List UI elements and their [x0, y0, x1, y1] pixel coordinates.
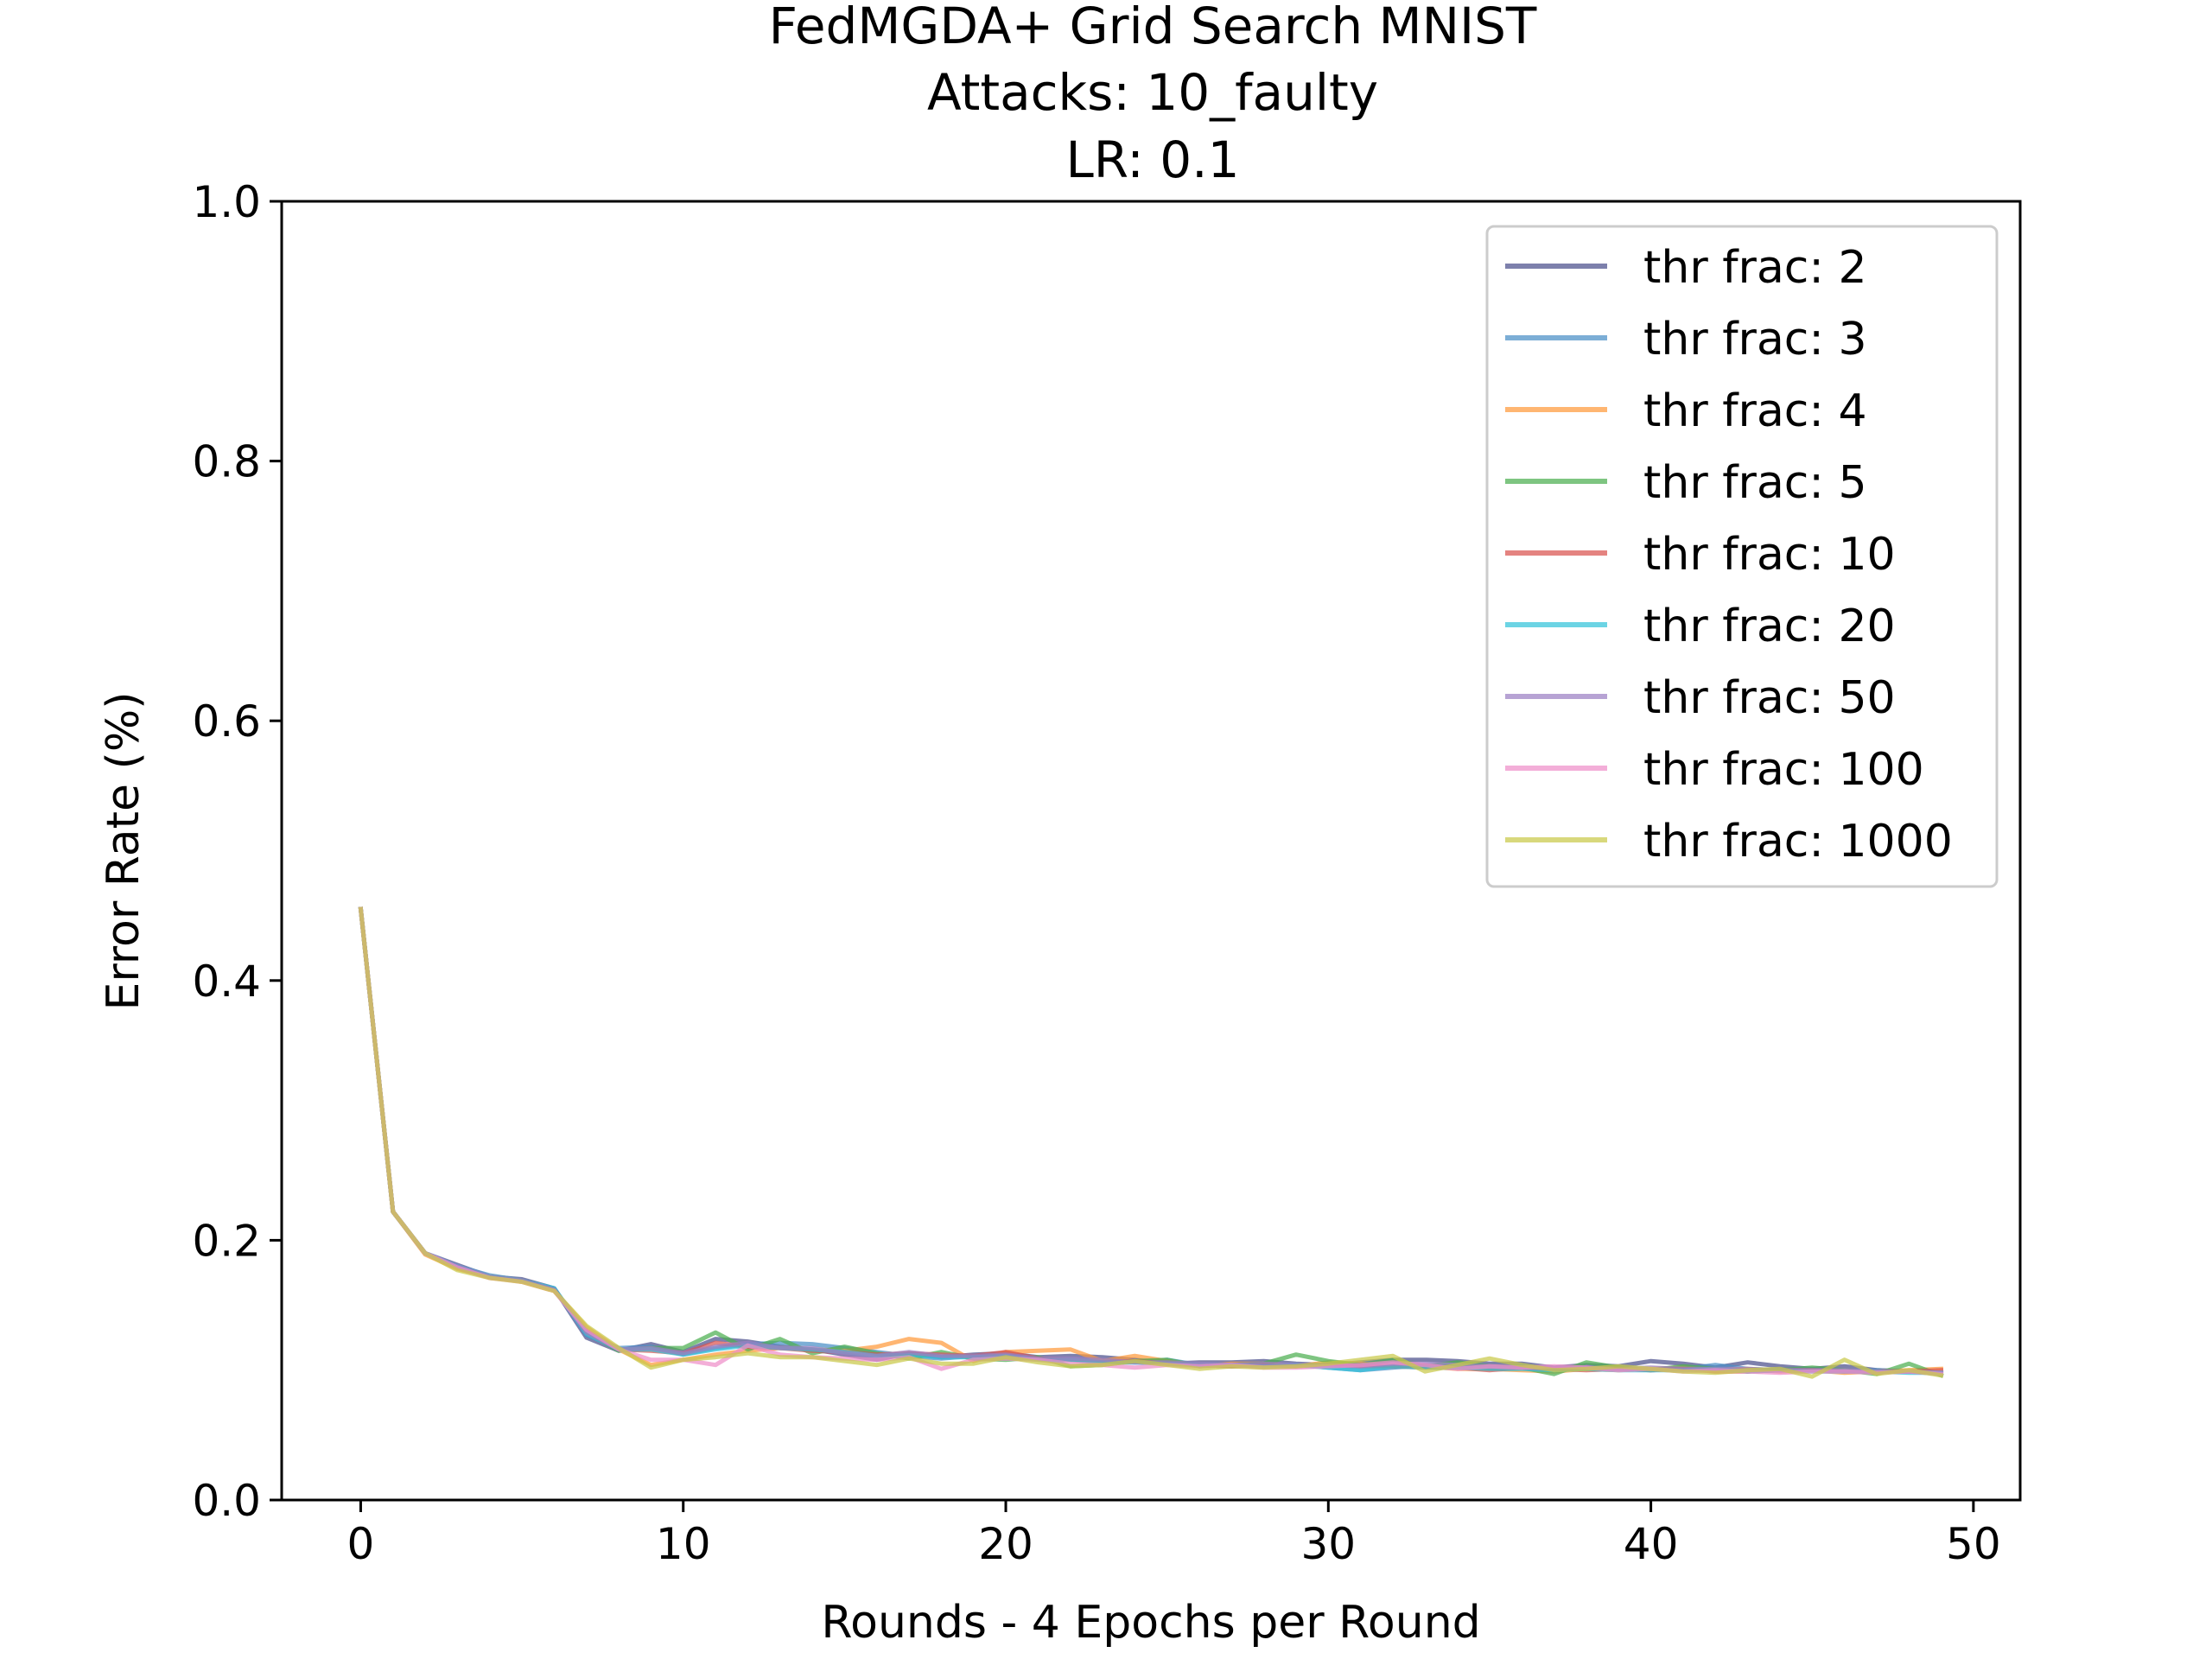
- series-line-7: [358, 906, 1944, 1376]
- x-tick-label: 30: [1300, 1519, 1356, 1569]
- x-tick-label: 50: [1946, 1519, 2001, 1569]
- plot-frame: [280, 200, 2022, 1502]
- legend-label-5: thr frac: 20: [1643, 601, 1896, 652]
- y-tick-label: 0.8: [192, 437, 261, 487]
- title-line-2: Attacks: 10_faulty: [927, 63, 1378, 122]
- title-line-1: FedMGDA+ Grid Search MNIST: [769, 0, 1537, 55]
- title-line-3: LR: 0.1: [1065, 130, 1239, 189]
- legend-box: [1485, 225, 1999, 888]
- y-tick-label: 0.4: [192, 957, 261, 1007]
- series-line-1: [358, 906, 1944, 1376]
- series-line-5: [358, 906, 1943, 1376]
- legend-label-4: thr frac: 10: [1643, 529, 1896, 581]
- legend-label-6: thr frac: 50: [1643, 672, 1896, 724]
- chart-title: FedMGDA+ Grid Search MNIST Attacks: 10_f…: [769, 0, 1537, 189]
- legend-label-0: thr frac: 2: [1643, 242, 1867, 294]
- series-line-2: [358, 906, 1944, 1376]
- y-tick-label: 1.0: [192, 177, 261, 227]
- series-lines: [358, 906, 1944, 1379]
- y-tick-label: 0.0: [192, 1476, 261, 1526]
- y-axis-label: Error Rate (%): [98, 691, 149, 1010]
- series-line-8: [358, 906, 1944, 1379]
- legend-label-1: thr frac: 3: [1643, 314, 1867, 365]
- y-tick-label: 0.6: [192, 696, 261, 747]
- legend: thr frac: 2 thr frac: 3 thr frac: 4 thr fra…: [1485, 225, 1999, 888]
- x-tick-label: 40: [1624, 1519, 1679, 1569]
- x-tick-label: 0: [347, 1519, 375, 1569]
- legend-label-7: thr frac: 100: [1643, 744, 1924, 796]
- x-tick-label: 20: [978, 1519, 1033, 1569]
- series-line-4: [358, 906, 1944, 1374]
- y-axis-ticks: 0.0 0.2 0.4 0.6 0.8 1.0: [192, 177, 282, 1526]
- legend-label-8: thr frac: 1000: [1643, 816, 1953, 868]
- x-tick-label: 10: [656, 1519, 711, 1569]
- series-line-6: [358, 906, 1944, 1376]
- x-axis-ticks: 0 10 20 30 40 50: [347, 1500, 2001, 1569]
- legend-label-3: thr frac: 5: [1643, 457, 1867, 509]
- legend-label-2: thr frac: 4: [1643, 385, 1867, 437]
- x-axis-label: Rounds - 4 Epochs per Round: [821, 1597, 1480, 1649]
- series-line-3: [358, 906, 1944, 1378]
- y-tick-label: 0.2: [192, 1216, 261, 1266]
- series-line-0: [358, 906, 1944, 1376]
